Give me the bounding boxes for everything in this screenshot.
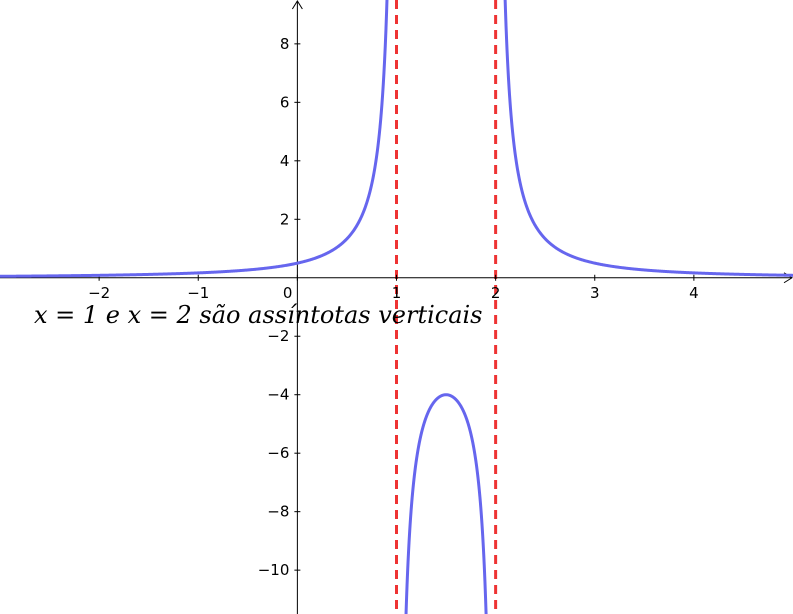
y-tick-label: 4 bbox=[280, 152, 290, 170]
x-tick-label: 1 bbox=[392, 284, 402, 302]
y-tick-label: −6 bbox=[267, 444, 289, 462]
x-tick-label: 4 bbox=[689, 284, 699, 302]
function-curve-branch-2 bbox=[404, 393, 488, 614]
x-tick-label: 0 bbox=[283, 284, 293, 302]
x-tick-label: −1 bbox=[187, 284, 209, 302]
y-tick-label: −2 bbox=[267, 327, 289, 345]
y-tick-label: −8 bbox=[267, 503, 289, 521]
y-tick-label: −10 bbox=[258, 561, 290, 579]
function-curve-branch-1 bbox=[0, 0, 389, 278]
y-axis-arrow bbox=[291, 0, 303, 10]
y-tick-label: 6 bbox=[280, 93, 290, 111]
asymptote-annotation: x = 1 e x = 2 são assíntotas verticais bbox=[34, 301, 483, 329]
y-tick-label: 2 bbox=[280, 210, 290, 228]
x-tick-label: 2 bbox=[491, 284, 501, 302]
x-tick-label: −2 bbox=[88, 284, 110, 302]
y-tick-label: 8 bbox=[280, 35, 290, 53]
y-tick-label: −4 bbox=[267, 386, 289, 404]
function-curve-branch-3 bbox=[503, 0, 793, 277]
x-tick-label: 3 bbox=[590, 284, 600, 302]
